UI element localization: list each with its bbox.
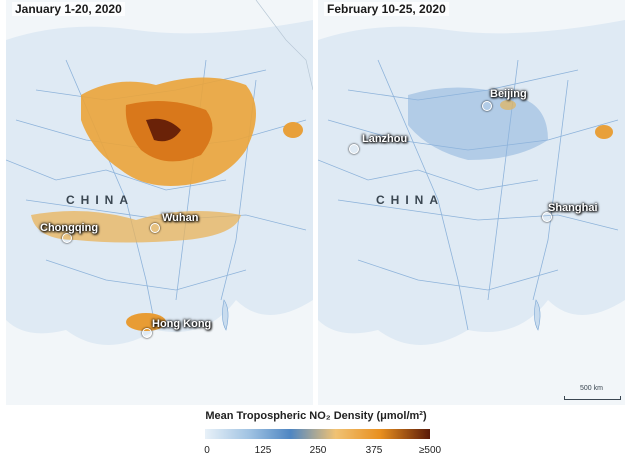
legend-tick: 250 (309, 445, 327, 456)
scale-bar (564, 396, 621, 400)
city-marker-chongqing (62, 233, 72, 243)
country-label-china: CHINA (66, 193, 134, 207)
city-marker-lanzhou (349, 144, 359, 154)
city-marker-shanghai (542, 212, 552, 222)
map-february-graphic (318, 0, 625, 405)
city-label-shanghai: Shanghai (548, 202, 598, 214)
country-label-china: CHINA (376, 193, 444, 207)
panel-title-february: February 10-25, 2020 (324, 2, 449, 16)
city-marker-hong-kong (142, 328, 152, 338)
legend-title: Mean Tropospheric NO₂ Density (μmol/m²) (205, 410, 427, 422)
city-marker-beijing (482, 101, 492, 111)
map-panel-february: February 10-25, 2020 CHINA Beijing Lanzh… (318, 0, 625, 405)
map-january-graphic (6, 0, 313, 405)
city-marker-wuhan (150, 223, 160, 233)
legend-tick: 375 (365, 445, 383, 456)
scale-label: 500 km (580, 385, 603, 392)
city-label-chongqing: Chongqing (40, 222, 99, 234)
legend-tick: ≥500 (418, 445, 442, 456)
legend-tick: 0 (204, 445, 210, 456)
map-panel-january: January 1-20, 2020 CHINA Chongqing Wuhan… (6, 0, 313, 405)
city-label-hong-kong: Hong Kong (152, 318, 212, 330)
city-label-lanzhou: Lanzhou (362, 133, 408, 145)
city-label-beijing: Beijing (490, 88, 527, 100)
legend-color-bar (205, 429, 430, 439)
panel-title-january: January 1-20, 2020 (12, 2, 125, 16)
city-label-wuhan: Wuhan (162, 212, 199, 224)
legend-tick: 125 (254, 445, 272, 456)
